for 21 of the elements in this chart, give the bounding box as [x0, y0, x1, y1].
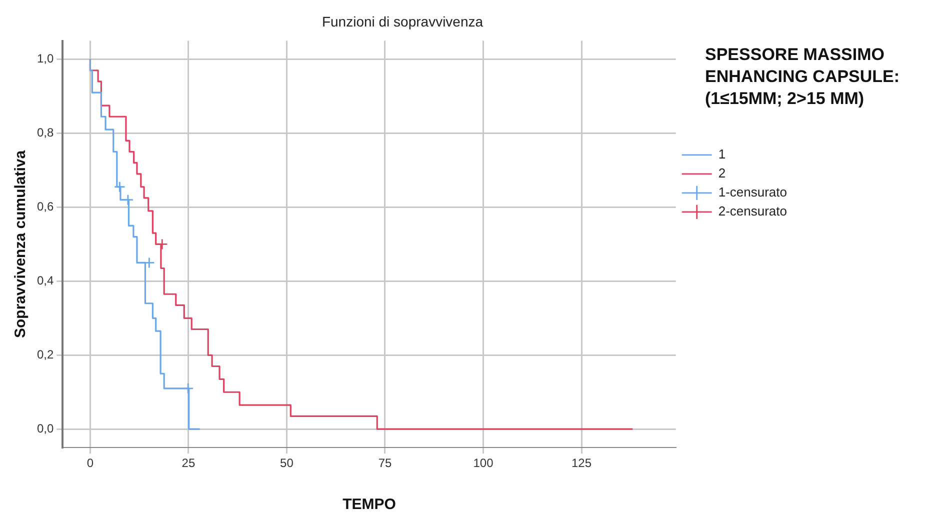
x-tick-label: 125 [572, 456, 592, 470]
x-axis-title: TEMPO [342, 496, 396, 514]
x-tick-label: 75 [378, 456, 392, 470]
y-tick-label: 0,6 [36, 200, 54, 214]
x-tick-label: 50 [280, 456, 294, 470]
y-axis-title: Sopravvivenza cumulativa [12, 150, 30, 338]
legend-label: 2 [718, 165, 726, 180]
y-tick-label: 0,2 [36, 347, 54, 362]
x-tick-label: 100 [473, 456, 494, 470]
legend-label: 1 [718, 146, 726, 162]
y-tick-label: 1,0 [36, 52, 54, 66]
legend-label: 2-censurato [718, 203, 788, 218]
legend-label: 1-censurato [718, 184, 788, 200]
chart-title: Funzioni di sopravvivenza [322, 13, 484, 30]
x-tick-label: 25 [182, 456, 196, 470]
x-tick-label: 0 [86, 456, 94, 470]
point [114, 181, 126, 193]
y-tick-label: 0,8 [36, 126, 54, 140]
legend-title: SPESSORE MASSIMO ENHANCING CAPSULE: (1≤15MM; 2>15 MM) [705, 44, 901, 110]
y-tick-label: 0,0 [36, 421, 54, 436]
y-tick-label: 0,4 [36, 273, 54, 288]
